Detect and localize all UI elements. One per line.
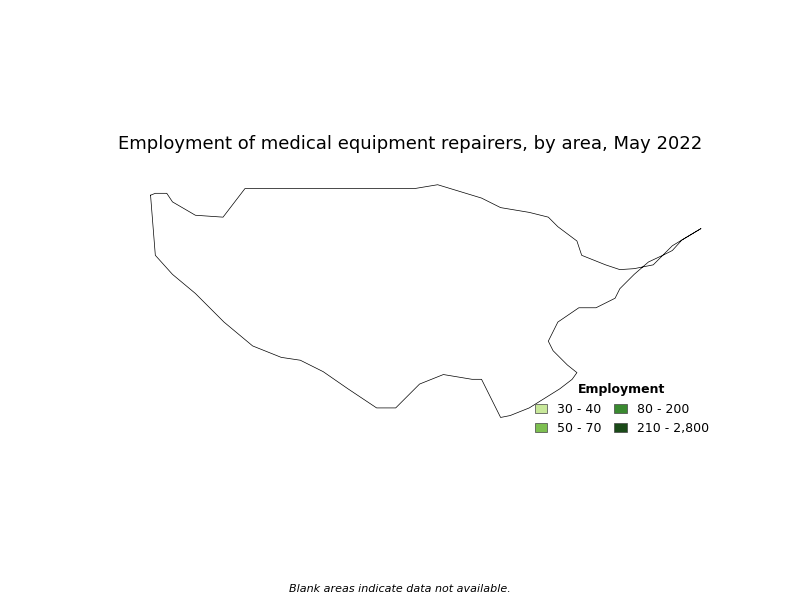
Text: Blank areas indicate data not available.: Blank areas indicate data not available. [289, 584, 511, 594]
Legend: 30 - 40, 50 - 70, 80 - 200, 210 - 2,800: 30 - 40, 50 - 70, 80 - 200, 210 - 2,800 [530, 379, 714, 440]
Title: Employment of medical equipment repairers, by area, May 2022: Employment of medical equipment repairer… [118, 135, 702, 153]
